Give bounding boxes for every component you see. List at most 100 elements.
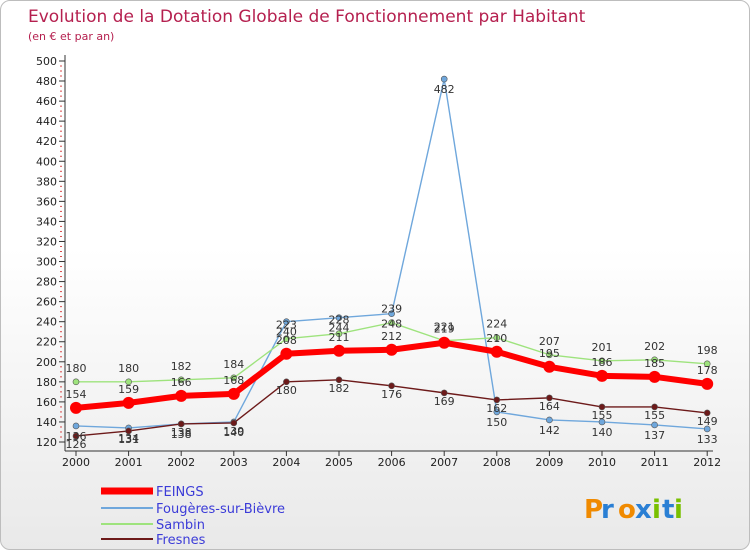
data-point [125,378,132,386]
data-label: 210 [486,332,507,345]
y-tick-label: 240 [36,316,57,329]
data-point [598,357,606,365]
data-point [598,403,606,411]
data-label: 228 [329,314,350,327]
data-point [651,356,658,364]
data-label: 207 [539,335,560,348]
data-point [493,334,501,342]
y-tick-label: 180 [36,376,57,389]
data-point [440,389,448,397]
legend-label: FEINGS [156,485,204,500]
data-point [385,343,398,356]
data-point [72,378,80,386]
data-label: 169 [434,395,455,408]
data-label: 482 [434,83,455,96]
data-label: 133 [697,433,718,446]
data-label: 211 [329,331,350,344]
y-tick-label: 120 [36,436,57,449]
x-tick-label: 2005 [325,456,353,469]
data-label: 180 [66,362,87,375]
data-label: 178 [697,364,718,377]
data-label: 155 [644,409,665,422]
data-point [490,345,503,358]
y-tick-label: 260 [36,296,57,309]
data-point [335,314,343,321]
data-label: 186 [592,356,613,369]
data-label: 176 [381,388,402,401]
logo-letter: o [618,495,636,525]
x-tick-label: 2002 [167,456,195,469]
data-label: 131 [118,433,139,446]
data-label: 223 [276,319,297,332]
data-point [230,374,238,382]
data-label: 134 [118,432,139,445]
y-tick-label: 440 [36,115,57,128]
data-point [703,360,711,368]
data-point [230,419,238,427]
data-point [546,416,553,424]
logo-letter: P [584,495,603,525]
data-label: 208 [276,334,297,347]
y-tick-label: 300 [36,256,57,269]
data-label: 224 [486,318,507,331]
data-label: 184 [223,358,244,371]
data-point [546,351,553,359]
data-label: 155 [592,409,613,422]
data-label: 244 [329,322,350,335]
data-label: 138 [171,428,192,441]
y-tick-label: 360 [36,195,57,208]
data-label: 136 [66,430,87,443]
data-point [546,394,553,402]
data-point [70,401,82,414]
data-point [227,387,240,400]
data-label: 240 [276,326,297,339]
data-label: 239 [381,303,402,316]
data-point [651,421,658,429]
logo-letter: i [652,495,661,525]
data-point [283,335,290,343]
data-point [177,376,185,384]
x-tick-label: 2009 [535,456,563,469]
y-tick-label: 340 [36,215,57,228]
y-tick-label: 500 [36,55,57,68]
data-label: 154 [66,388,87,401]
y-tick-label: 140 [36,416,57,429]
data-label: 140 [223,426,244,439]
data-point [388,310,395,317]
x-tick-label: 2010 [588,456,616,469]
chart-subtitle: (en € et par an) [28,30,114,43]
data-label: 219 [434,323,455,336]
data-label: 142 [539,424,560,437]
legend-label: Fresnes [156,533,206,548]
data-point [701,377,714,390]
x-tick-label: 2008 [483,456,511,469]
data-label: 138 [171,426,192,439]
data-label: 140 [592,426,613,439]
data-point [335,330,343,338]
data-point [703,409,711,417]
data-point [283,378,290,386]
data-point [177,420,185,428]
data-point [280,347,293,360]
y-tick-label: 380 [36,175,57,188]
x-tick-label: 2000 [62,456,90,469]
y-tick-label: 420 [36,135,57,148]
data-point [72,422,80,430]
y-tick-label: 160 [36,396,57,409]
data-label: 195 [539,347,560,360]
data-point [283,318,290,325]
data-label: 162 [486,402,507,415]
logo-letter: x [635,495,652,525]
data-label: 221 [434,321,455,334]
data-label: 149 [697,415,718,428]
data-label: 185 [644,357,665,370]
legend-label: Sambin [156,518,205,533]
x-tick-label: 2012 [693,456,721,469]
data-point [125,427,132,435]
data-label: 202 [644,340,665,353]
data-label: 139 [223,425,244,438]
data-label: 180 [276,384,297,397]
logo-letter: r [601,495,614,525]
data-label: 201 [592,341,613,354]
